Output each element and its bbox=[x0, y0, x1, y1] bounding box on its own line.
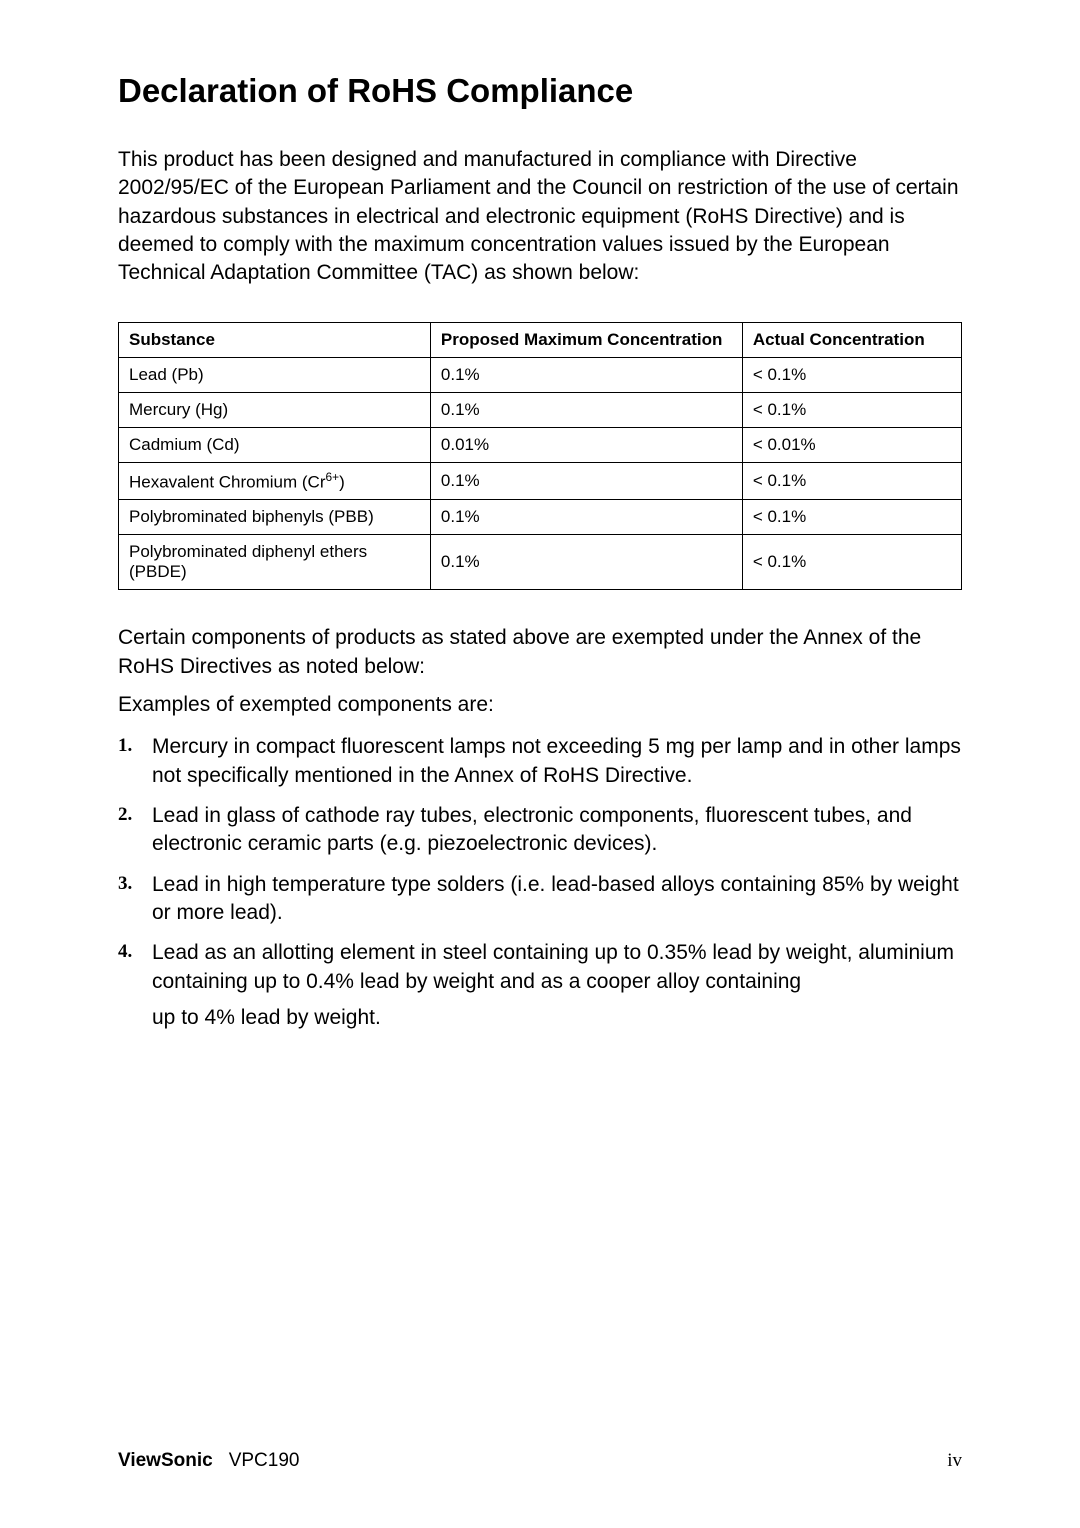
footer-model: VPC190 bbox=[229, 1450, 300, 1471]
intro-paragraph: This product has been designed and manuf… bbox=[118, 146, 962, 288]
table-header-actual: Actual Concentration bbox=[742, 322, 961, 357]
table-row: Hexavalent Chromium (Cr6+) 0.1% < 0.1% bbox=[119, 462, 962, 500]
cell-substance: Polybrominated biphenyls (PBB) bbox=[119, 500, 431, 535]
list-item: Lead in high temperature type solders (i… bbox=[118, 871, 962, 928]
cell-proposed: 0.01% bbox=[430, 427, 742, 462]
exemptions-list: Mercury in compact fluorescent lamps not… bbox=[118, 733, 962, 1032]
list-item: Mercury in compact fluorescent lamps not… bbox=[118, 733, 962, 790]
page-title: Declaration of RoHS Compliance bbox=[118, 72, 962, 110]
table-row: Cadmium (Cd) 0.01% < 0.01% bbox=[119, 427, 962, 462]
table-row: Mercury (Hg) 0.1% < 0.1% bbox=[119, 392, 962, 427]
cell-actual: < 0.1% bbox=[742, 357, 961, 392]
rohs-table: Substance Proposed Maximum Concentration… bbox=[118, 322, 962, 591]
cell-proposed: 0.1% bbox=[430, 357, 742, 392]
table-row: Lead (Pb) 0.1% < 0.1% bbox=[119, 357, 962, 392]
cell-substance: Hexavalent Chromium (Cr6+) bbox=[119, 462, 431, 500]
cell-proposed: 0.1% bbox=[430, 500, 742, 535]
cell-actual: < 0.1% bbox=[742, 535, 961, 590]
cell-proposed: 0.1% bbox=[430, 535, 742, 590]
table-row: Polybrominated diphenyl ethers (PBDE) 0.… bbox=[119, 535, 962, 590]
footer-left: ViewSonic VPC190 bbox=[118, 1450, 299, 1472]
exempted-intro-2: Examples of exempted components are: bbox=[118, 691, 962, 719]
list-item: Lead as an allotting element in steel co… bbox=[118, 939, 962, 1032]
cell-actual: < 0.01% bbox=[742, 427, 961, 462]
cell-substance: Polybrominated diphenyl ethers (PBDE) bbox=[119, 535, 431, 590]
list-item-line1: Lead as an allotting element in steel co… bbox=[152, 941, 954, 992]
cell-substance: Lead (Pb) bbox=[119, 357, 431, 392]
list-item: Lead in glass of cathode ray tubes, elec… bbox=[118, 802, 962, 859]
cell-actual: < 0.1% bbox=[742, 462, 961, 500]
list-item-line2: up to 4% lead by weight. bbox=[152, 1004, 962, 1032]
footer-page-number: iv bbox=[947, 1450, 962, 1472]
page: Declaration of RoHS Compliance This prod… bbox=[0, 0, 1080, 1528]
cell-proposed: 0.1% bbox=[430, 462, 742, 500]
cell-substance: Cadmium (Cd) bbox=[119, 427, 431, 462]
cell-actual: < 0.1% bbox=[742, 392, 961, 427]
cell-substance-suffix: ) bbox=[339, 472, 345, 491]
cell-actual: < 0.1% bbox=[742, 500, 961, 535]
cell-substance-prefix: Hexavalent Chromium (Cr bbox=[129, 472, 326, 491]
cell-substance: Mercury (Hg) bbox=[119, 392, 431, 427]
table-header-row: Substance Proposed Maximum Concentration… bbox=[119, 322, 962, 357]
exempted-intro-1: Certain components of products as stated… bbox=[118, 624, 962, 681]
cell-proposed: 0.1% bbox=[430, 392, 742, 427]
table-header-proposed: Proposed Maximum Concentration bbox=[430, 322, 742, 357]
footer-brand: ViewSonic bbox=[118, 1450, 213, 1471]
table-header-substance: Substance bbox=[119, 322, 431, 357]
cell-substance-superscript: 6+ bbox=[326, 470, 340, 484]
page-footer: ViewSonic VPC190 iv bbox=[118, 1450, 962, 1472]
table-row: Polybrominated biphenyls (PBB) 0.1% < 0.… bbox=[119, 500, 962, 535]
